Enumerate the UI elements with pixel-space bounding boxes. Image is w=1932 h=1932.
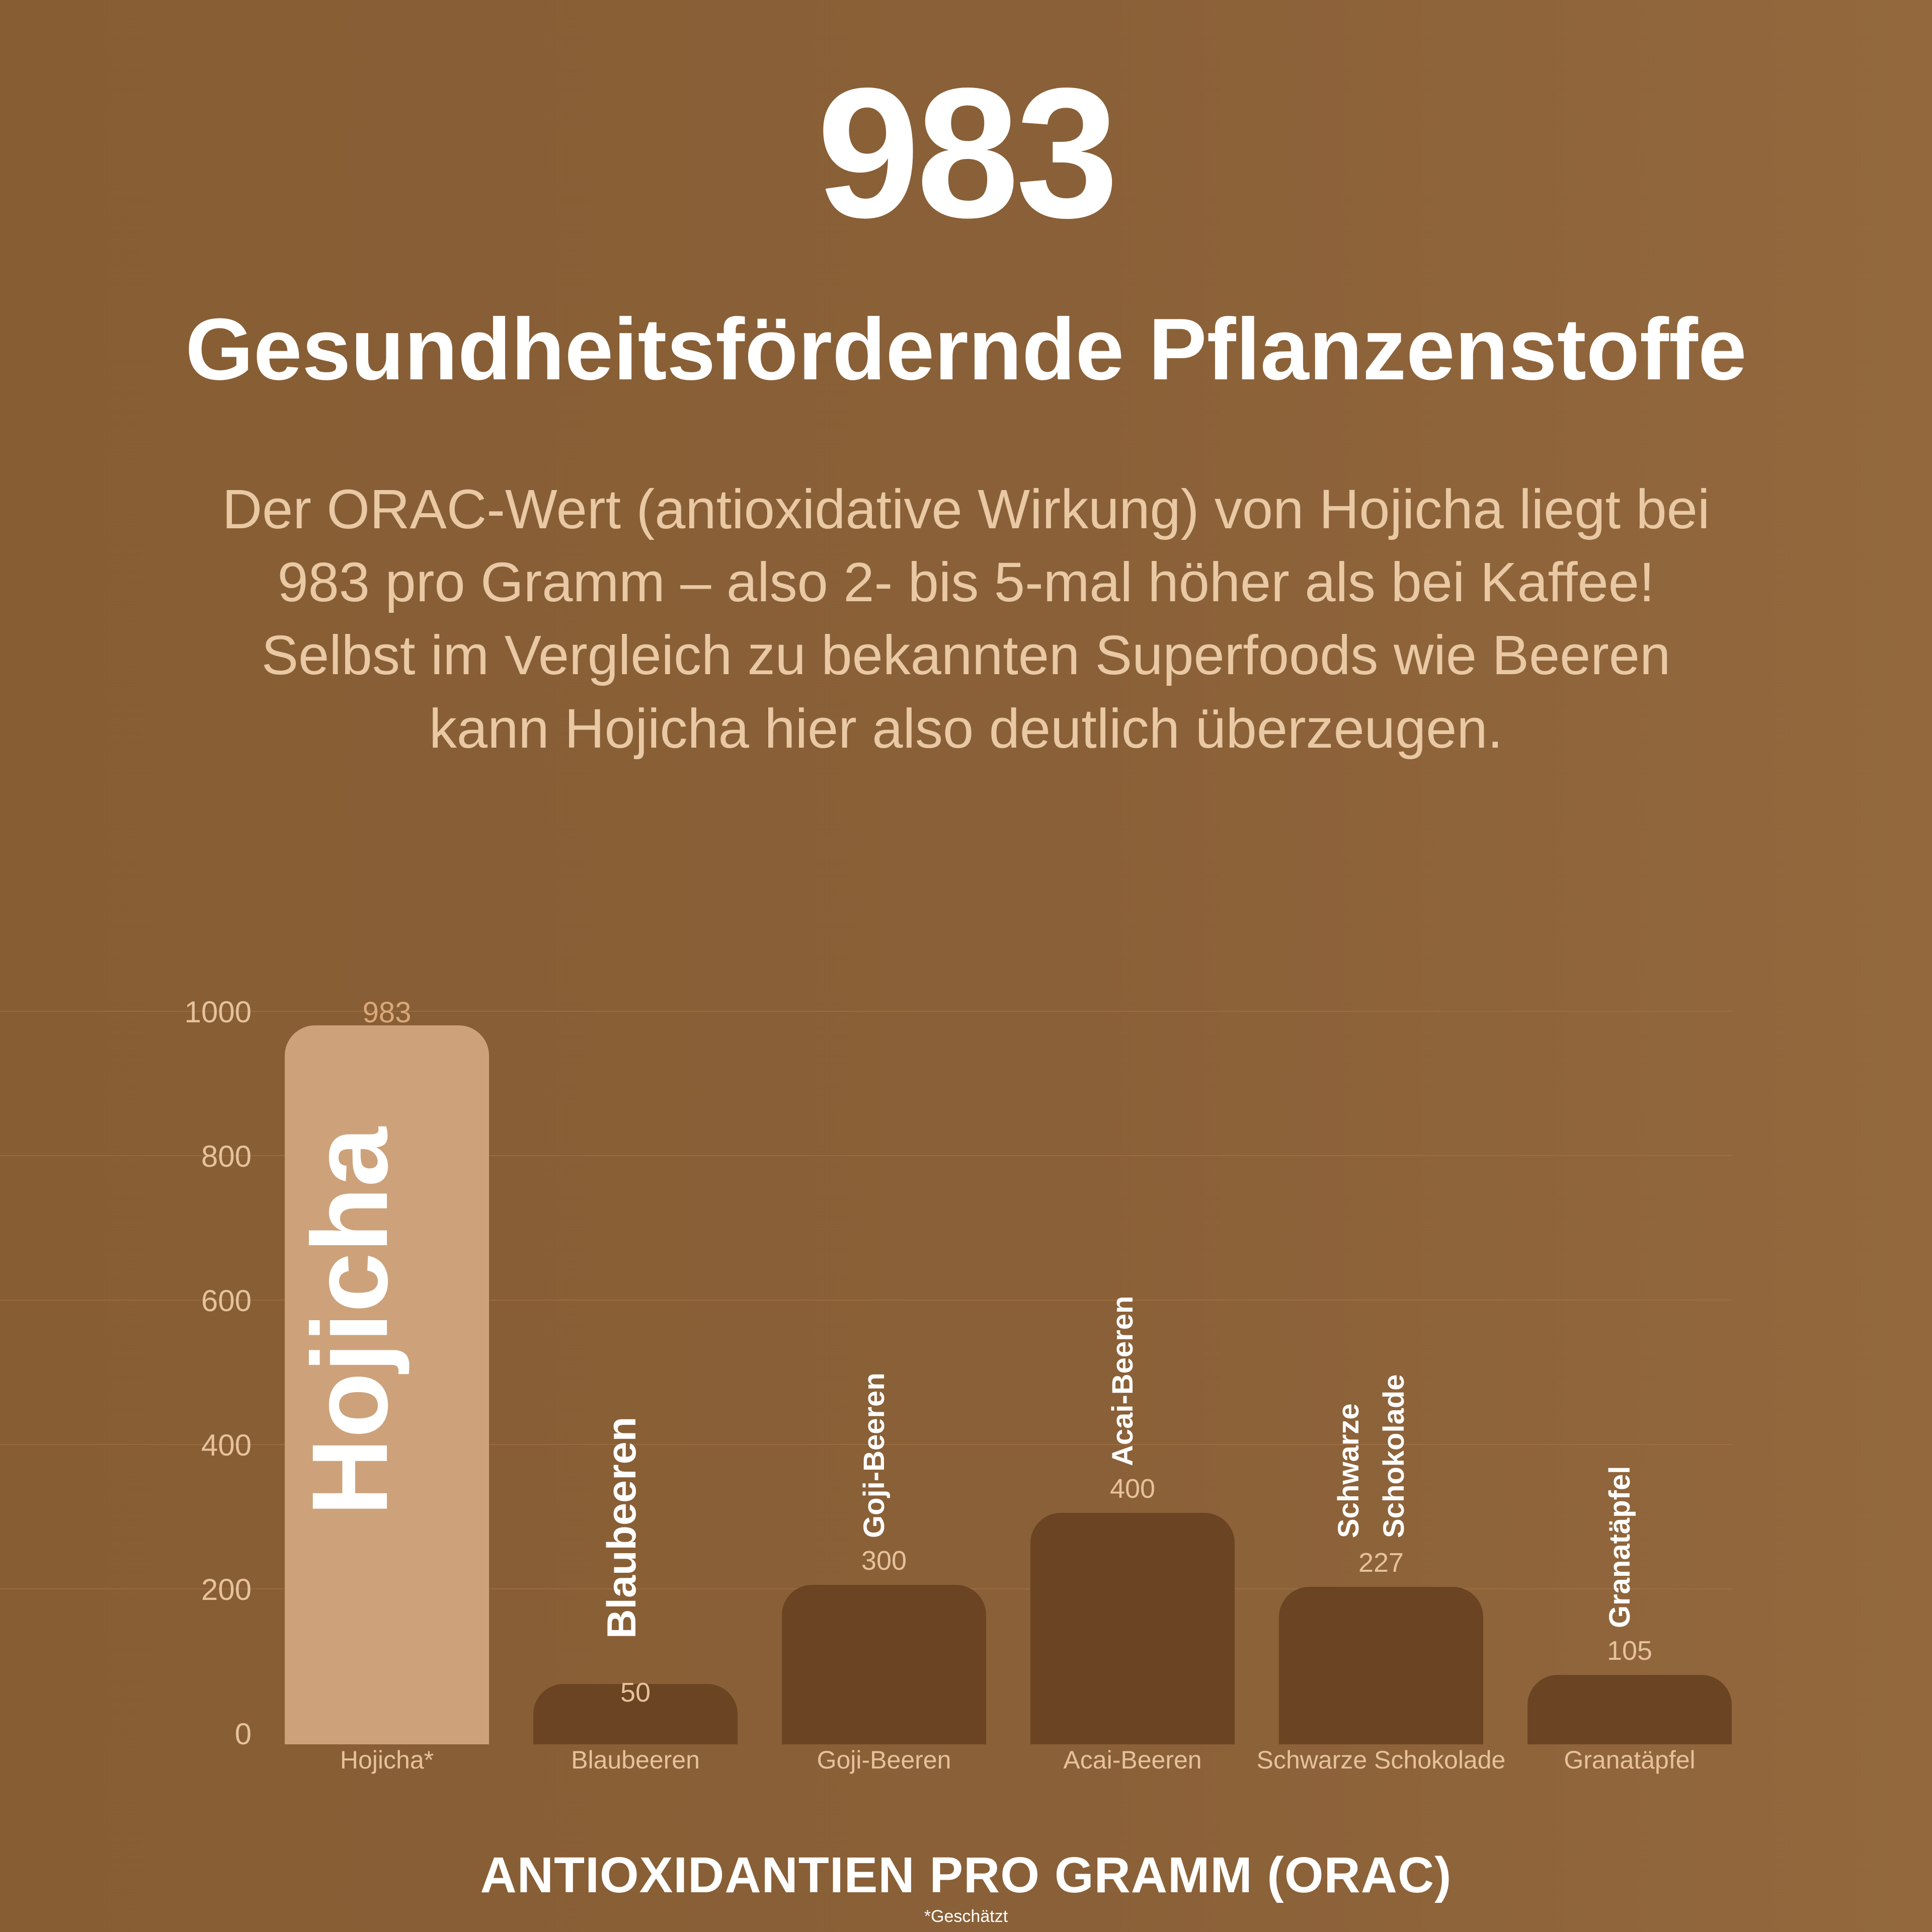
svg-text:Hojicha*: Hojicha* (340, 1746, 434, 1774)
svg-text:Blaubeeren: Blaubeeren (571, 1746, 700, 1774)
svg-text:Acai-Beeren: Acai-Beeren (1063, 1746, 1201, 1774)
svg-text:600: 600 (201, 1284, 252, 1318)
svg-text:105: 105 (1607, 1636, 1652, 1666)
svg-text:Schokolade: Schokolade (1378, 1374, 1410, 1538)
svg-text:400: 400 (1110, 1474, 1155, 1504)
svg-text:Schwarze Schokolade: Schwarze Schokolade (1257, 1746, 1506, 1774)
svg-text:200: 200 (201, 1573, 252, 1606)
svg-text:0: 0 (235, 1717, 252, 1751)
svg-text:Granatäpfel: Granatäpfel (1603, 1466, 1636, 1628)
svg-text:Hojicha: Hojicha (290, 1126, 410, 1516)
svg-text:50: 50 (620, 1677, 651, 1708)
svg-text:Schwarze: Schwarze (1332, 1403, 1365, 1538)
svg-text:Blaubeeren: Blaubeeren (599, 1417, 645, 1639)
svg-text:Goji-Beeren: Goji-Beeren (817, 1746, 951, 1774)
svg-text:Acai-Beeren: Acai-Beeren (1106, 1296, 1139, 1466)
svg-text:300: 300 (861, 1546, 907, 1576)
svg-text:400: 400 (201, 1428, 252, 1462)
svg-text:Granatäpfel: Granatäpfel (1564, 1746, 1695, 1774)
svg-text:227: 227 (1358, 1548, 1404, 1578)
svg-text:800: 800 (201, 1140, 252, 1173)
svg-text:Goji-Beeren: Goji-Beeren (858, 1373, 891, 1538)
svg-text:1000: 1000 (185, 995, 252, 1029)
svg-text:983: 983 (363, 996, 412, 1029)
